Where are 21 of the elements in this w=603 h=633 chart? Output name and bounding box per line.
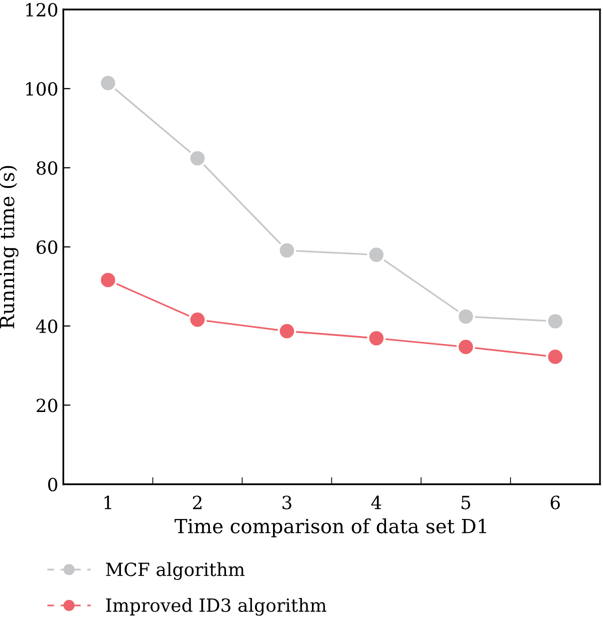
y-tick-label: 100	[26, 82, 58, 96]
y-tick-label: 60	[36, 240, 58, 254]
y-tick-label: 40	[36, 319, 58, 334]
y-tick-label: 0	[48, 478, 58, 492]
x-tick-label: 1	[104, 496, 112, 510]
x-axis-title: Time comparison of data set D1	[174, 518, 486, 538]
point	[98, 74, 118, 92]
x-tick-label: 5	[462, 496, 470, 510]
y-tick-label: 80	[36, 161, 58, 175]
x-tick-label: 4	[371, 496, 382, 510]
legend-label: Improved ID3 algorithm	[106, 598, 326, 616]
y-tick-label: 120	[26, 2, 58, 17]
point	[456, 338, 476, 356]
y-tick-label: 20	[36, 398, 58, 412]
point	[98, 270, 118, 290]
x-tick-label: 6	[550, 496, 560, 510]
point	[456, 307, 476, 326]
point	[278, 241, 296, 260]
x-tick-label: 2	[192, 496, 202, 510]
x-tick-label: 3	[282, 496, 292, 510]
legend-label: MCF algorithm	[106, 562, 245, 580]
